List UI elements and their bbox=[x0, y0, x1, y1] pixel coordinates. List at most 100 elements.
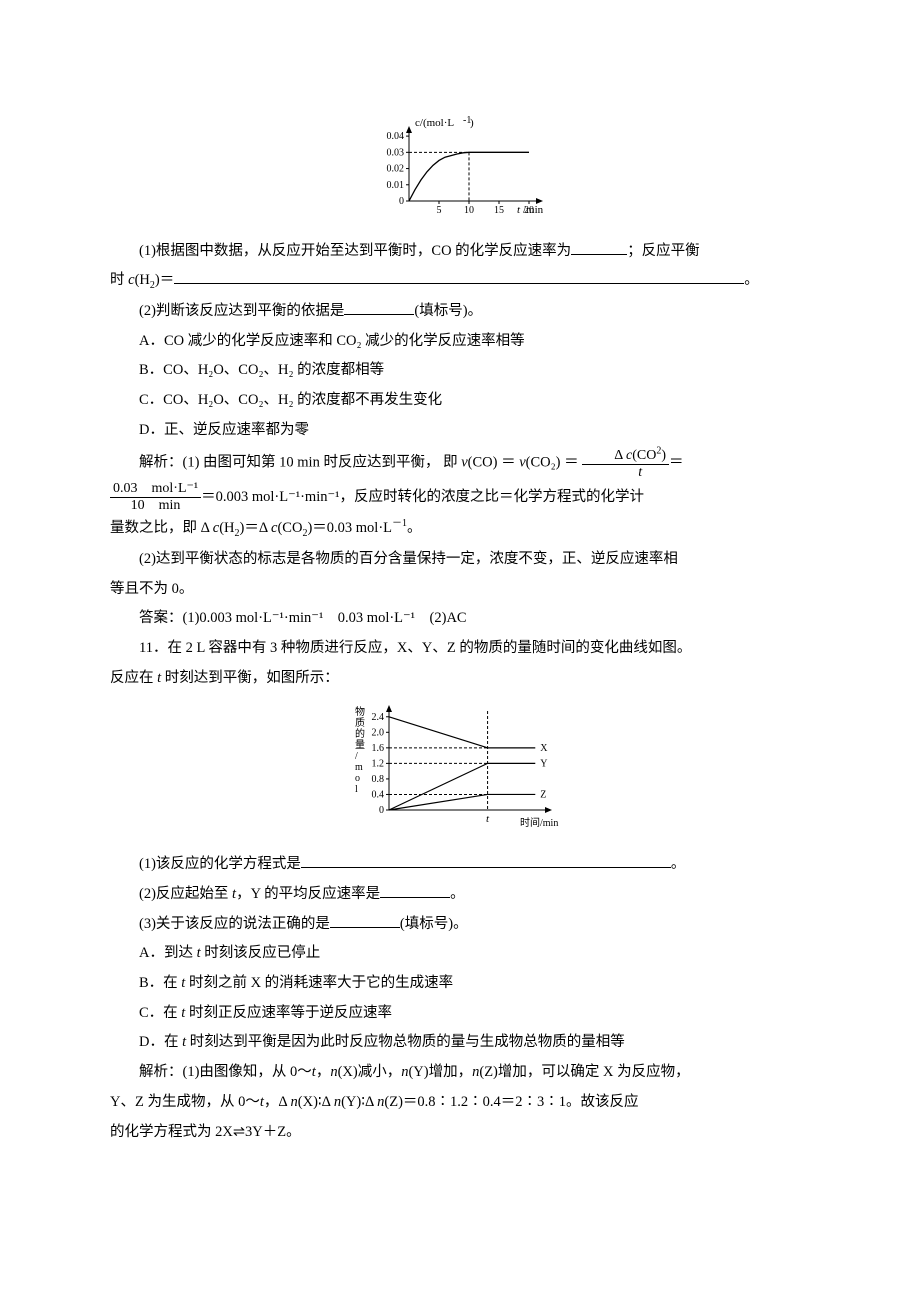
q1b-tail: 。 bbox=[744, 272, 759, 288]
exp11-line2: Y、Z 为生成物，从 0～t，Δ n(X)∶Δ n(Y)∶Δ n(Z)＝0.8∶… bbox=[110, 1088, 810, 1118]
optD2-pre: D．在 bbox=[139, 1034, 182, 1050]
exp11-g: ，Δ bbox=[264, 1094, 291, 1110]
svg-text:1.6: 1.6 bbox=[371, 743, 384, 754]
exp11-c: (X)减小， bbox=[338, 1064, 402, 1080]
svg-text:物: 物 bbox=[355, 705, 365, 718]
svg-text:量: 量 bbox=[355, 739, 365, 751]
explain1-line1: 解析：(1) 由图可知第 10 min 时反应达到平衡， 即 v(CO) ＝ v… bbox=[110, 445, 810, 481]
blank-q1 bbox=[571, 241, 627, 255]
explain1-tail: 量数之比，即 Δ c(H2)＝Δ c(CO2)＝0.03 mol·L－1。 bbox=[110, 520, 422, 536]
answer-label: 答案： bbox=[139, 610, 183, 626]
svg-text:Y: Y bbox=[540, 759, 547, 770]
blank-q2 bbox=[344, 301, 414, 315]
exp11-e: (Z)增加，可以确定 X 为反应物， bbox=[479, 1064, 689, 1080]
exp11-n4: n bbox=[291, 1094, 298, 1110]
svg-text:Z: Z bbox=[540, 790, 546, 801]
exp11-i: (Y)∶Δ bbox=[341, 1094, 377, 1110]
q1b-arg: (H bbox=[135, 272, 150, 288]
p2-line: (2)反应起始至 t，Y 的平均反应速率是。 bbox=[110, 880, 810, 910]
optC2-post: 时刻正反应速率等于逆反应速率 bbox=[185, 1005, 392, 1021]
exp11-n1: n bbox=[330, 1064, 337, 1080]
p1-line: (1)该反应的化学方程式是。 bbox=[110, 850, 810, 880]
svg-text:l: l bbox=[355, 784, 358, 795]
svg-text:0: 0 bbox=[399, 196, 404, 207]
opt-d: D．正、逆反应速率都为零 bbox=[110, 416, 810, 446]
svg-text:0.04: 0.04 bbox=[387, 131, 405, 142]
svg-text:0.02: 0.02 bbox=[387, 164, 405, 175]
svg-text:15: 15 bbox=[494, 205, 504, 216]
opt-c2: C．在 t 时刻正反应速率等于逆反应速率 bbox=[110, 999, 810, 1029]
exp11-line1: 解析：(1)由图像知，从 0～t，n(X)减小，n(Y)增加，n(Z)增加，可以… bbox=[110, 1058, 810, 1088]
chart1-concentration-time: 0.040.030.020.0105101520c/(mol·L-1)t/min bbox=[110, 114, 810, 231]
chart2-mol-time: 2.42.01.61.20.80.40XYZt物质的量/mol时间/min bbox=[110, 697, 810, 844]
svg-text:0: 0 bbox=[379, 805, 384, 816]
blank-p2 bbox=[380, 884, 450, 898]
svg-text:/min: /min bbox=[523, 204, 544, 216]
svg-text:质: 质 bbox=[355, 717, 365, 729]
q1b-pre: 时 bbox=[110, 272, 128, 288]
opt-a2: A．到达 t 时刻该反应已停止 bbox=[110, 939, 810, 969]
explain1-line2: 0.03 mol·L⁻¹10 min＝0.003 mol·L⁻¹·min⁻¹，反… bbox=[110, 481, 810, 514]
p2-tail: 。 bbox=[450, 886, 465, 902]
q1-line2: 时 c(H2)＝。 bbox=[110, 266, 810, 296]
explain2-line2: 等且不为 0。 bbox=[110, 575, 810, 605]
frac1: Δ c(CO2) t bbox=[582, 445, 669, 481]
svg-text:t: t bbox=[517, 204, 521, 216]
svg-text:5: 5 bbox=[437, 205, 442, 216]
p2-pre: (2)反应起始至 bbox=[139, 886, 232, 902]
svg-text:/: / bbox=[355, 751, 358, 762]
svg-text:o: o bbox=[355, 773, 360, 784]
frac2-num: 0.03 mol·L⁻¹ bbox=[110, 481, 201, 498]
frac1-den: t bbox=[638, 465, 642, 480]
exp11-d: (Y)增加， bbox=[408, 1064, 472, 1080]
frac1-num: Δ c(CO2) bbox=[614, 448, 666, 463]
exp11-f: Y、Z 为生成物，从 0～ bbox=[110, 1094, 260, 1110]
q2-tail: (填标号)。 bbox=[414, 303, 482, 319]
frac2-after: ＝0.003 mol·L⁻¹·min⁻¹，反应时转化的浓度之比＝化学方程式的化学… bbox=[201, 489, 644, 505]
answer-text: (1)0.003 mol·L⁻¹·min⁻¹ 0.03 mol·L⁻¹ (2)A… bbox=[183, 610, 467, 626]
svg-text:1.2: 1.2 bbox=[371, 759, 384, 770]
explain1-a: (1) 由图可知第 10 min 时反应达到平衡， 即 bbox=[183, 455, 462, 471]
svg-text:0.01: 0.01 bbox=[387, 180, 405, 191]
exp11-j: (Z)＝0.8∶1.2∶0.4＝2∶3∶1。故该反应 bbox=[384, 1094, 638, 1110]
svg-text:t: t bbox=[486, 813, 490, 825]
exp11-b: ， bbox=[316, 1064, 331, 1080]
svg-text:2.4: 2.4 bbox=[371, 712, 384, 723]
explain1-b: (CO) ＝ bbox=[468, 455, 520, 471]
q1-tail: ；反应平衡 bbox=[627, 243, 700, 259]
p3-line: (3)关于该反应的说法正确的是(填标号)。 bbox=[110, 910, 810, 940]
svg-text:10: 10 bbox=[464, 205, 474, 216]
optA2-pre: A．到达 bbox=[139, 945, 197, 961]
p3-tail: (填标号)。 bbox=[400, 916, 468, 932]
svg-text:0.4: 0.4 bbox=[371, 790, 384, 801]
p1-pre: (1)该反应的化学方程式是 bbox=[139, 856, 301, 872]
q11-line2: 反应在 t 时刻达到平衡，如图所示： bbox=[110, 664, 810, 694]
svg-text:): ) bbox=[470, 117, 474, 129]
explain1-line3: 量数之比，即 Δ c(H2)＝Δ c(CO2)＝0.03 mol·L－1。 bbox=[110, 514, 810, 544]
optA2-post: 时刻该反应已停止 bbox=[201, 945, 321, 961]
exp11-n5: n bbox=[334, 1094, 341, 1110]
opt-b2: B．在 t 时刻之前 X 的消耗速率大于它的生成速率 bbox=[110, 969, 810, 999]
opt-b: B．CO、H₂O、CO₂、H₂ 的浓度都相等 bbox=[110, 356, 810, 386]
svg-text:2.0: 2.0 bbox=[371, 728, 384, 739]
explain2-line1: (2)达到平衡状态的标志是各物质的百分含量保持一定，浓度不变，正、逆反应速率相 bbox=[110, 545, 810, 575]
svg-text:c/(mol·L: c/(mol·L bbox=[415, 117, 454, 129]
opt-c: C．CO、H₂O、CO₂、H₂ 的浓度都不再发生变化 bbox=[110, 386, 810, 416]
svg-text:的: 的 bbox=[355, 727, 365, 740]
answer-line: 答案：(1)0.003 mol·L⁻¹·min⁻¹ 0.03 mol·L⁻¹ (… bbox=[110, 604, 810, 634]
svg-text:时间/min: 时间/min bbox=[520, 816, 558, 829]
q11-c: 时刻达到平衡，如图所示： bbox=[161, 670, 339, 686]
optC2-pre: C．在 bbox=[139, 1005, 181, 1021]
p2-mid: ，Y 的平均反应速率是 bbox=[236, 886, 380, 902]
frac2-den: 10 min bbox=[110, 498, 201, 514]
explain-label: 解析： bbox=[139, 455, 183, 471]
frac2: 0.03 mol·L⁻¹10 min bbox=[110, 481, 201, 514]
optB2-post: 时刻之前 X 的消耗速率大于它的生成速率 bbox=[185, 975, 453, 991]
exp11-a: 解析：(1)由图像知，从 0～ bbox=[139, 1064, 312, 1080]
svg-text:X: X bbox=[540, 743, 548, 754]
q2-prompt: (2)判断该反应达到平衡的依据是 bbox=[139, 303, 344, 319]
q1-line1: (1)根据图中数据，从反应开始至达到平衡时，CO 的化学反应速率为；反应平衡 bbox=[110, 237, 810, 267]
svg-text:m: m bbox=[355, 762, 363, 773]
optB2-pre: B．在 bbox=[139, 975, 181, 991]
q2-line: (2)判断该反应达到平衡的依据是 (填标号)。 bbox=[110, 297, 810, 327]
